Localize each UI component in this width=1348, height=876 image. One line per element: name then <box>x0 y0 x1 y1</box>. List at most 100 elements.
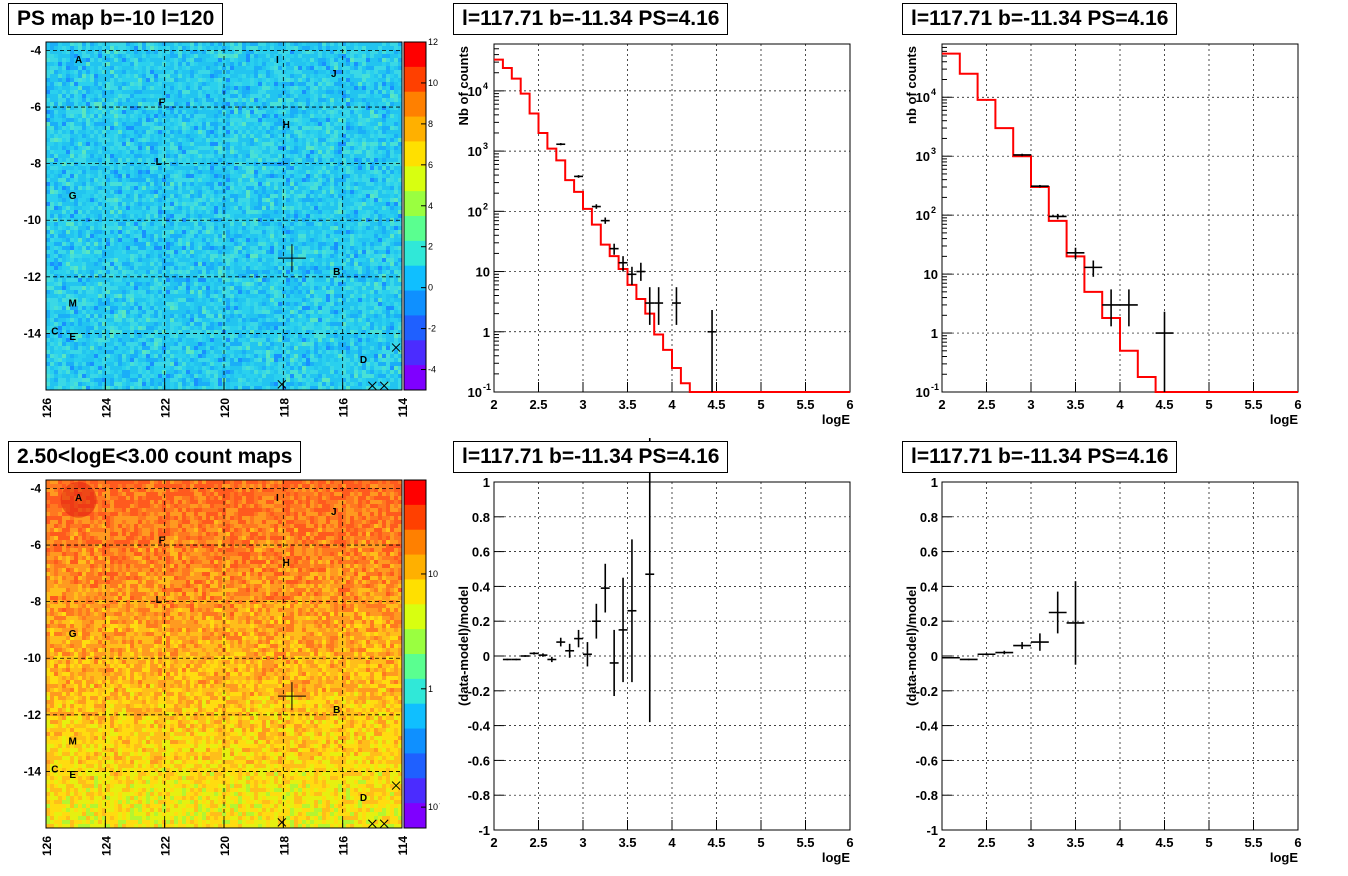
map-x-tick-label: 114 <box>396 836 410 856</box>
colorbar-segment <box>404 290 426 316</box>
x-tick-label: 2 <box>490 397 497 412</box>
y-tick-label: 0.2 <box>920 614 938 629</box>
colorbar-segment <box>404 315 426 341</box>
x-tick-label: 4.5 <box>1155 835 1173 850</box>
y-tick-label: 10 <box>468 385 482 400</box>
colorbar-segment <box>404 265 426 292</box>
colorbar-segment <box>404 340 426 366</box>
map-y-tick-label: -6 <box>30 100 41 114</box>
y-tick-label: -0.4 <box>468 719 491 734</box>
data-point <box>556 143 566 146</box>
source-label-M: M <box>69 298 77 309</box>
residual-chart-right: 2 2.5 3 3.5 4 4.5 5 5.5 6 -1 -0.8 -0.6 -0.4 -0.2 0 0.2 0… <box>904 475 1302 865</box>
y-tick-label: 10 <box>468 144 482 159</box>
x-tick-label: 2 <box>938 835 945 850</box>
y-axis-label: (data-model)/model <box>456 586 471 706</box>
source-label-C: C <box>51 765 58 776</box>
y-tick-label: 10 <box>468 84 482 99</box>
x-tick-label: 3 <box>579 397 586 412</box>
source-label-A: A <box>75 55 82 66</box>
map-x-tick-label: 126 <box>40 398 54 418</box>
data-point <box>672 287 681 325</box>
data-point <box>502 658 512 661</box>
y-tick-label: 0.8 <box>920 510 938 525</box>
source-label-G: G <box>69 191 77 202</box>
source-label-H: H <box>283 120 290 131</box>
colorbar-segment <box>404 116 426 142</box>
source-label-J: J <box>331 69 337 80</box>
y-tick-exponent: 3 <box>483 141 488 151</box>
spectrum-title-right: l=117.71 b=-11.34 PS=4.16 <box>902 3 1178 35</box>
y-tick-exponent: 2 <box>483 201 488 211</box>
colorbar-segment <box>404 803 426 829</box>
map-x-mark <box>379 819 389 829</box>
data-point <box>977 653 996 656</box>
colorbar-tick-label: -4 <box>428 365 436 375</box>
colorbar-segment <box>404 66 426 93</box>
y-tick-label: 1 <box>483 475 490 490</box>
x-tick-label: 5.5 <box>796 835 814 850</box>
colorbar-segment <box>404 554 426 580</box>
data-point <box>645 287 655 325</box>
residual-panel-middle: 2 2.5 3 3.5 4 4.5 5 5.5 6 -1 -0.8 -0.6 -0.4 -0.2 0 0.2 0… <box>450 438 890 874</box>
data-point <box>627 266 637 285</box>
data-point <box>995 650 1014 655</box>
source-label-F: F <box>159 535 165 546</box>
data-point <box>547 656 557 663</box>
source-label-I: I <box>276 493 279 504</box>
data-point <box>538 653 548 657</box>
map-x-tick-label: 116 <box>337 836 351 856</box>
y-tick-label: 1 <box>931 326 938 341</box>
x-tick-label: 3.5 <box>1066 397 1084 412</box>
data-point <box>1048 591 1067 634</box>
y-tick-label: -0.8 <box>916 788 938 803</box>
data-point <box>959 658 978 661</box>
colorbar-tick-label: 10 <box>428 802 438 812</box>
map-y-tick-label: -8 <box>30 157 41 171</box>
colorbar-segment <box>404 728 426 754</box>
x-tick-label: 2.5 <box>529 835 547 850</box>
ps-map-title: PS map b=-10 l=120 <box>8 3 224 35</box>
source-label-D: D <box>360 355 367 366</box>
map-y-tick-label: -4 <box>30 43 41 57</box>
y-tick-exponent: 4 <box>931 87 936 97</box>
x-tick-label: 3 <box>579 835 586 850</box>
data-point <box>591 204 601 209</box>
y-axis-label: Nb of counts <box>456 46 471 125</box>
data-point <box>1013 153 1031 157</box>
map-y-tick-label: -8 <box>30 595 41 609</box>
source-label-L: L <box>156 595 162 606</box>
x-axis-label: logE <box>1270 850 1298 865</box>
x-tick-label: 3.5 <box>618 397 636 412</box>
y-axis-label: nb of counts <box>904 46 919 124</box>
x-tick-label: 5 <box>757 835 764 850</box>
map-x-tick-label: 114 <box>396 398 410 418</box>
colorbar-segment <box>404 703 426 730</box>
spectrum-title-middle: l=117.71 b=-11.34 PS=4.16 <box>453 3 729 35</box>
map-x-mark <box>277 379 287 389</box>
data-point <box>1084 260 1103 277</box>
map-x-mark <box>391 781 401 790</box>
data-point <box>645 438 655 723</box>
source-label-C: C <box>51 327 58 338</box>
x-tick-label: 2 <box>938 397 945 412</box>
x-tick-label: 4.5 <box>1155 397 1173 412</box>
data-point <box>1031 633 1049 651</box>
count-map-title: 2.50<logE<3.00 count maps <box>8 441 302 473</box>
colorbar-tick-exponent: -1 <box>439 801 440 808</box>
x-tick-label: 2.5 <box>529 397 547 412</box>
colorbar-segment <box>404 753 426 779</box>
map-x-tick-label: 116 <box>337 398 351 418</box>
y-tick-label: -0.6 <box>916 753 938 768</box>
x-tick-label: 6 <box>846 835 853 850</box>
source-label-B: B <box>333 705 340 716</box>
model-histogram <box>494 58 850 393</box>
y-tick-label: -0.2 <box>916 684 938 699</box>
data-point <box>627 539 637 683</box>
x-tick-label: 5.5 <box>1244 397 1262 412</box>
residual-title-middle: l=117.71 b=-11.34 PS=4.16 <box>453 441 729 473</box>
data-point <box>1066 581 1085 665</box>
colorbar-frame <box>403 479 427 829</box>
y-tick-exponent: 3 <box>931 146 936 156</box>
count-map-heatmap: 126 124 122 120 118 116 114 -4 -6 -8 -10 -12 -14 A I J F… <box>24 479 440 856</box>
